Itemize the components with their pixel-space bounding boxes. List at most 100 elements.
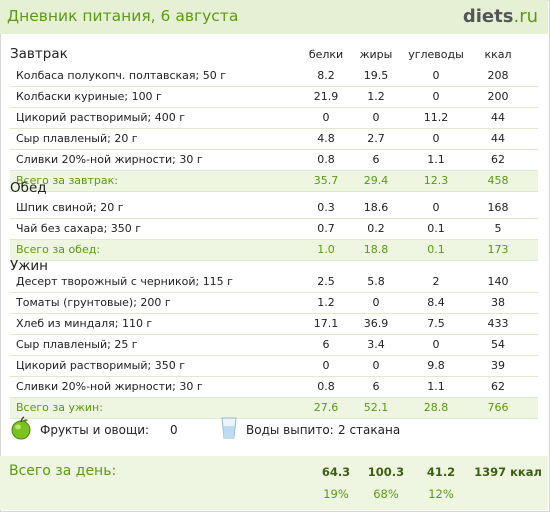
carbs-cell: 0 — [432, 338, 440, 351]
day-total-protein: 64.3 — [321, 465, 351, 479]
food-name: Десерт творожный с черникой; 115 г — [16, 275, 233, 288]
day-pct-fat: 68% — [373, 487, 399, 501]
carbs-cell: 9.8 — [427, 359, 445, 372]
food-name: Цикорий растворимый; 400 г — [16, 111, 185, 124]
carbs-cell: 0 — [432, 90, 440, 103]
fat-cell: 3.4 — [367, 338, 385, 351]
kcal-cell: 5 — [494, 222, 502, 235]
col-header-fat: жиры — [359, 48, 393, 61]
kcal-cell: 54 — [491, 338, 505, 351]
food-name: Колбаски куриные; 100 г — [16, 90, 162, 103]
protein-cell: 8.2 — [317, 69, 335, 82]
carbs-cell: 12.3 — [423, 174, 449, 187]
fat-cell: 2.7 — [367, 132, 385, 145]
table-row: Колбаски куриные; 100 г 21.9 1.2 0 200 — [10, 87, 538, 108]
day-total-label: Всего за день: — [9, 463, 117, 479]
protein-cell: 4.8 — [317, 132, 335, 145]
kcal-cell: 208 — [487, 69, 509, 82]
logo-tld: .ru — [513, 6, 538, 27]
kcal-cell: 458 — [487, 174, 509, 187]
kcal-cell: 433 — [487, 317, 509, 330]
table-row: Томаты (грунтовые); 200 г 1.2 0 8.4 38 — [10, 293, 538, 314]
fat-cell: 52.1 — [363, 401, 389, 414]
fat-cell: 19.5 — [363, 69, 389, 82]
protein-cell: 1.0 — [317, 243, 335, 256]
fat-cell: 5.8 — [367, 275, 385, 288]
fat-cell: 6 — [372, 380, 380, 393]
fruits-label: Фрукты и овощи: — [40, 423, 150, 437]
food-name: Цикорий растворимый; 350 г — [16, 359, 185, 372]
logo-main: diets — [462, 6, 514, 27]
table-row: Сыр плавленый; 20 г 4.8 2.7 0 44 — [10, 129, 538, 150]
kcal-cell: 44 — [491, 132, 505, 145]
meal-total-row: Всего за ужин: 27.6 52.1 28.8 766 — [10, 398, 538, 419]
kcal-cell: 62 — [491, 380, 505, 393]
glass-icon — [221, 417, 237, 439]
kcal-cell: 173 — [487, 243, 509, 256]
meal-title-lunch: Обед — [10, 180, 47, 196]
meal-total-label: Всего за завтрак: — [16, 174, 119, 187]
kcal-cell: 38 — [491, 296, 505, 309]
protein-cell: 1.2 — [317, 296, 335, 309]
water-value: 2 стакана — [338, 423, 401, 437]
fat-cell: 18.8 — [363, 243, 389, 256]
protein-cell: 2.5 — [317, 275, 335, 288]
kcal-cell: 44 — [491, 111, 505, 124]
fruits-value: 0 — [170, 423, 178, 437]
fat-cell: 18.6 — [363, 201, 389, 214]
protein-cell: 35.7 — [313, 174, 339, 187]
food-name: Хлеб из миндаля; 110 г — [16, 317, 153, 330]
table-row: Сыр плавленый; 25 г 6 3.4 0 54 — [10, 335, 538, 356]
food-name: Шпик свиной; 20 г — [16, 201, 124, 214]
table-row: Сливки 20%-ной жирности; 30 г 0.8 6 1.1 62 — [10, 377, 538, 398]
protein-cell: 17.1 — [313, 317, 339, 330]
protein-cell: 0 — [322, 111, 330, 124]
col-header-protein: белки — [308, 48, 344, 61]
kcal-cell: 39 — [491, 359, 505, 372]
day-pct-carbs: 12% — [428, 487, 454, 501]
col-header-carbs: углеводы — [408, 48, 464, 61]
apple-icon — [11, 416, 31, 440]
carbs-cell: 0 — [432, 201, 440, 214]
protein-cell: 0.7 — [317, 222, 335, 235]
meal-total-label: Всего за обед: — [16, 243, 101, 256]
header: Дневник питания, 6 августа diets.ru — [0, 0, 548, 34]
food-name: Сыр плавленый; 20 г — [16, 132, 138, 145]
kcal-cell: 766 — [487, 401, 509, 414]
food-name: Сливки 20%-ной жирности; 30 г — [16, 380, 203, 393]
fat-cell: 29.4 — [363, 174, 389, 187]
fat-cell: 0 — [372, 296, 380, 309]
kcal-cell: 168 — [487, 201, 509, 214]
day-total-fat: 100.3 — [367, 465, 405, 479]
food-name: Колбаса полукопч. полтавская; 50 г — [16, 69, 227, 82]
carbs-cell: 0 — [432, 132, 440, 145]
day-pct-protein: 19% — [323, 487, 349, 501]
page-title: Дневник питания, 6 августа — [7, 7, 239, 25]
protein-cell: 21.9 — [313, 90, 339, 103]
day-total: Всего за день: 64.3 100.3 41.2 1397 ккал… — [0, 456, 548, 510]
kcal-cell: 62 — [491, 153, 505, 166]
food-name: Чай без сахара; 350 г — [16, 222, 142, 235]
meal-total-label: Всего за ужин: — [16, 401, 103, 414]
protein-cell: 6 — [322, 338, 330, 351]
carbs-cell: 0.1 — [427, 222, 445, 235]
carbs-cell: 1.1 — [427, 153, 445, 166]
carbs-cell: 7.5 — [427, 317, 445, 330]
table-row: Цикорий растворимый; 350 г 0 0 9.8 39 — [10, 356, 538, 377]
meal-total-row: Всего за обед: 1.0 18.8 0.1 173 — [10, 240, 538, 261]
meal-title-dinner: Ужин — [10, 258, 48, 274]
water-label: Воды выпито: — [246, 423, 334, 437]
protein-cell: 0.8 — [317, 380, 335, 393]
carbs-cell: 8.4 — [427, 296, 445, 309]
fat-cell: 0 — [372, 359, 380, 372]
protein-cell: 0 — [322, 359, 330, 372]
kcal-cell: 140 — [487, 275, 509, 288]
protein-cell: 0.8 — [317, 153, 335, 166]
fat-cell: 6 — [372, 153, 380, 166]
table-row: Колбаса полукопч. полтавская; 50 г 8.2 19.… — [10, 66, 538, 87]
kcal-cell: 200 — [487, 90, 509, 103]
site-logo[interactable]: diets.ru — [463, 6, 538, 27]
fat-cell: 36.9 — [363, 317, 389, 330]
table-row: Шпик свиной; 20 г 0.3 18.6 0 168 — [10, 198, 538, 219]
table-row: Сливки 20%-ной жирности; 30 г 0.8 6 1.1 62 — [10, 150, 538, 171]
